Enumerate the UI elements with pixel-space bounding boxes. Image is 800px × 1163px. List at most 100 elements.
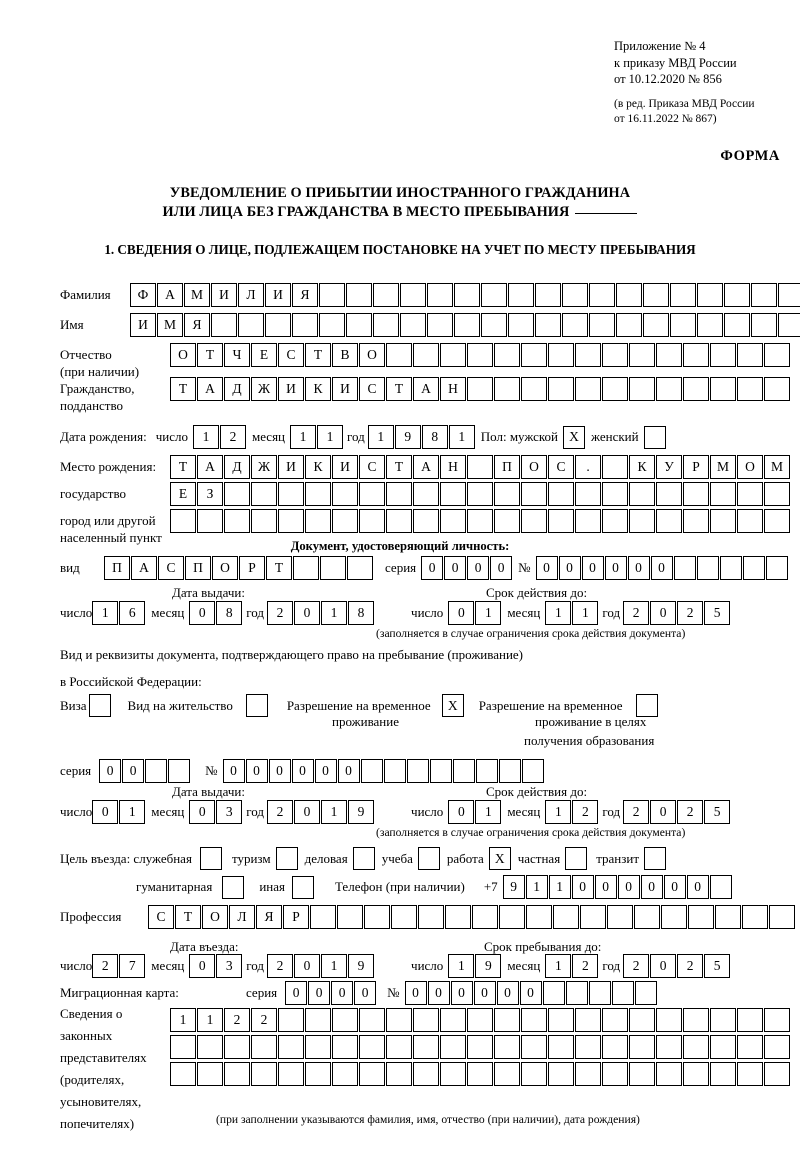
char-cell[interactable] [709, 875, 732, 899]
sex-female-checkbox[interactable] [643, 425, 667, 449]
char-cell[interactable]: 8 [348, 601, 375, 625]
char-cell[interactable] [683, 377, 709, 401]
char-cell[interactable]: Е [170, 482, 196, 506]
char-cell[interactable]: 0 [294, 601, 321, 625]
char-cell[interactable] [494, 1062, 520, 1086]
char-cell[interactable] [360, 759, 383, 783]
char-cell[interactable] [751, 283, 777, 307]
char-cell[interactable] [661, 905, 687, 929]
char-cell[interactable]: И [278, 377, 304, 401]
char-cell[interactable] [364, 905, 390, 929]
char-cell[interactable]: Р [283, 905, 309, 929]
char-cell[interactable]: 0 [448, 800, 475, 824]
char-cell[interactable]: Р [239, 556, 265, 580]
char-cell[interactable] [521, 377, 547, 401]
char-cell[interactable]: А [413, 377, 439, 401]
char-cell[interactable] [332, 1062, 358, 1086]
char-cell[interactable]: 1 [448, 425, 475, 449]
char-cell[interactable]: 2 [677, 601, 704, 625]
char-cell[interactable]: 0 [535, 556, 558, 580]
char-cell[interactable] [521, 759, 544, 783]
char-cell[interactable] [535, 283, 561, 307]
char-cell[interactable] [386, 509, 412, 533]
char-cell[interactable] [629, 343, 655, 367]
char-cell[interactable] [719, 556, 742, 580]
char-cell[interactable]: 1 [448, 954, 475, 978]
char-cell[interactable] [602, 377, 628, 401]
char-cell[interactable] [742, 556, 765, 580]
char-cell[interactable]: П [494, 455, 520, 479]
char-cell[interactable] [575, 1062, 601, 1086]
purpose-other-checkbox[interactable] [291, 875, 315, 899]
char-cell[interactable]: А [197, 377, 223, 401]
purpose-private-checkbox[interactable] [565, 847, 588, 870]
char-cell[interactable] [305, 482, 331, 506]
char-cell[interactable]: 5 [704, 800, 731, 824]
char-cell[interactable]: 5 [704, 601, 731, 625]
char-cell[interactable]: 2 [623, 954, 650, 978]
char-cell[interactable] [683, 1062, 709, 1086]
char-cell[interactable]: 2 [92, 954, 119, 978]
char-cell[interactable]: О [170, 343, 196, 367]
char-cell[interactable]: 0 [189, 954, 216, 978]
char-cell[interactable]: 0 [650, 954, 677, 978]
char-cell[interactable]: О [521, 455, 547, 479]
char-cell[interactable] [742, 905, 768, 929]
char-cell[interactable]: 1 [545, 954, 572, 978]
char-cell[interactable]: 1 [572, 601, 599, 625]
char-cell[interactable]: 0 [122, 759, 145, 783]
char-cell[interactable]: Е [251, 343, 277, 367]
char-cell[interactable]: Т [170, 377, 196, 401]
char-cell[interactable]: Я [256, 905, 282, 929]
char-cell[interactable] [278, 482, 304, 506]
char-cell[interactable] [737, 482, 763, 506]
char-cell[interactable]: 2 [267, 954, 294, 978]
char-cell[interactable]: 2 [224, 1008, 250, 1032]
char-cell[interactable]: 1 [475, 601, 502, 625]
char-cell[interactable]: Д [224, 455, 250, 479]
char-cell[interactable] [616, 283, 642, 307]
char-cell[interactable] [521, 482, 547, 506]
char-cell[interactable] [494, 509, 520, 533]
char-cell[interactable] [429, 759, 452, 783]
char-cell[interactable] [629, 509, 655, 533]
char-cell[interactable] [575, 1035, 601, 1059]
char-cell[interactable]: У [656, 455, 682, 479]
char-cell[interactable] [683, 509, 709, 533]
char-cell[interactable]: 0 [448, 601, 475, 625]
char-cell[interactable] [305, 1008, 331, 1032]
char-cell[interactable]: 1 [92, 601, 119, 625]
char-cell[interactable]: Т [305, 343, 331, 367]
char-cell[interactable] [616, 313, 642, 337]
char-cell[interactable] [332, 482, 358, 506]
char-cell[interactable]: 1 [545, 601, 572, 625]
char-cell[interactable]: 0 [331, 981, 354, 1005]
char-cell[interactable] [548, 343, 574, 367]
purpose-work-checkbox[interactable]: X [488, 847, 512, 870]
char-cell[interactable]: 1 [192, 425, 219, 449]
char-cell[interactable]: 2 [267, 601, 294, 625]
char-cell[interactable]: А [413, 455, 439, 479]
char-cell[interactable] [251, 1035, 277, 1059]
char-cell[interactable] [319, 313, 345, 337]
char-cell[interactable]: 9 [348, 800, 375, 824]
char-cell[interactable] [386, 1008, 412, 1032]
char-cell[interactable]: К [305, 377, 331, 401]
char-cell[interactable] [710, 509, 736, 533]
char-cell[interactable]: 1 [545, 800, 572, 824]
char-cell[interactable] [629, 482, 655, 506]
char-cell[interactable] [643, 425, 666, 449]
char-cell[interactable] [697, 313, 723, 337]
char-cell[interactable]: 3 [216, 800, 243, 824]
char-cell[interactable]: А [197, 455, 223, 479]
